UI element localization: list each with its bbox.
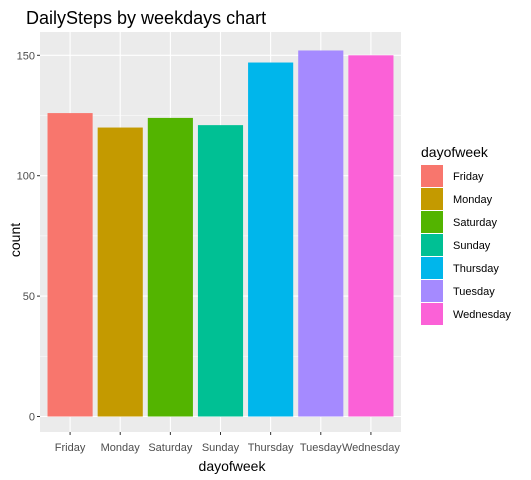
y-tick-label: 100 — [17, 171, 35, 183]
chart-title: DailySteps by weekdays chart — [26, 8, 266, 28]
x-tick-label: Wednesday — [342, 442, 400, 454]
x-tick-label: Thursday — [248, 442, 294, 454]
bar-friday — [47, 113, 93, 417]
y-axis-ticks: 0 50 100 150 — [17, 50, 40, 424]
bar-saturday — [147, 117, 193, 417]
legend: dayofweek Friday Monday Saturday Sunday Thur… — [421, 144, 511, 325]
bar-monday — [97, 127, 143, 417]
bar-sunday — [197, 125, 244, 417]
legend-label: Sunday — [453, 240, 491, 252]
legend-key-friday — [421, 165, 443, 187]
bar-thursday — [248, 62, 294, 417]
bars — [47, 50, 394, 417]
y-tick-label: 150 — [17, 50, 35, 62]
legend-key-monday — [421, 188, 443, 210]
legend-key-saturday — [421, 211, 443, 233]
x-tick-label: Sunday — [202, 442, 240, 454]
x-axis-ticks: Friday Monday Saturday Sunday Thursday Tuesda… — [55, 432, 400, 454]
x-tick-label: Saturday — [148, 442, 193, 454]
legend-label: Wednesday — [453, 309, 511, 321]
legend-label: Thursday — [453, 263, 499, 275]
legend-label: Saturday — [453, 217, 498, 229]
x-tick-label: Tuesday — [300, 442, 342, 454]
legend-key-sunday — [421, 234, 443, 256]
y-tick-label: 50 — [23, 291, 35, 303]
bar-wednesday — [348, 55, 394, 417]
bar-tuesday — [298, 50, 344, 417]
legend-key-tuesday — [421, 280, 443, 302]
legend-title: dayofweek — [421, 144, 489, 160]
x-tick-label: Monday — [101, 442, 141, 454]
legend-key-wednesday — [421, 303, 443, 325]
x-axis-title: dayofweek — [199, 458, 267, 474]
legend-label: Monday — [453, 194, 493, 206]
legend-items: Friday Monday Saturday Sunday Thursday Tuesda… — [421, 165, 511, 325]
legend-label: Friday — [453, 171, 484, 183]
legend-label: Tuesday — [453, 286, 495, 298]
x-tick-label: Friday — [55, 442, 86, 454]
legend-key-thursday — [421, 257, 443, 279]
y-tick-label: 0 — [29, 412, 35, 424]
y-axis-title: count — [7, 223, 23, 257]
